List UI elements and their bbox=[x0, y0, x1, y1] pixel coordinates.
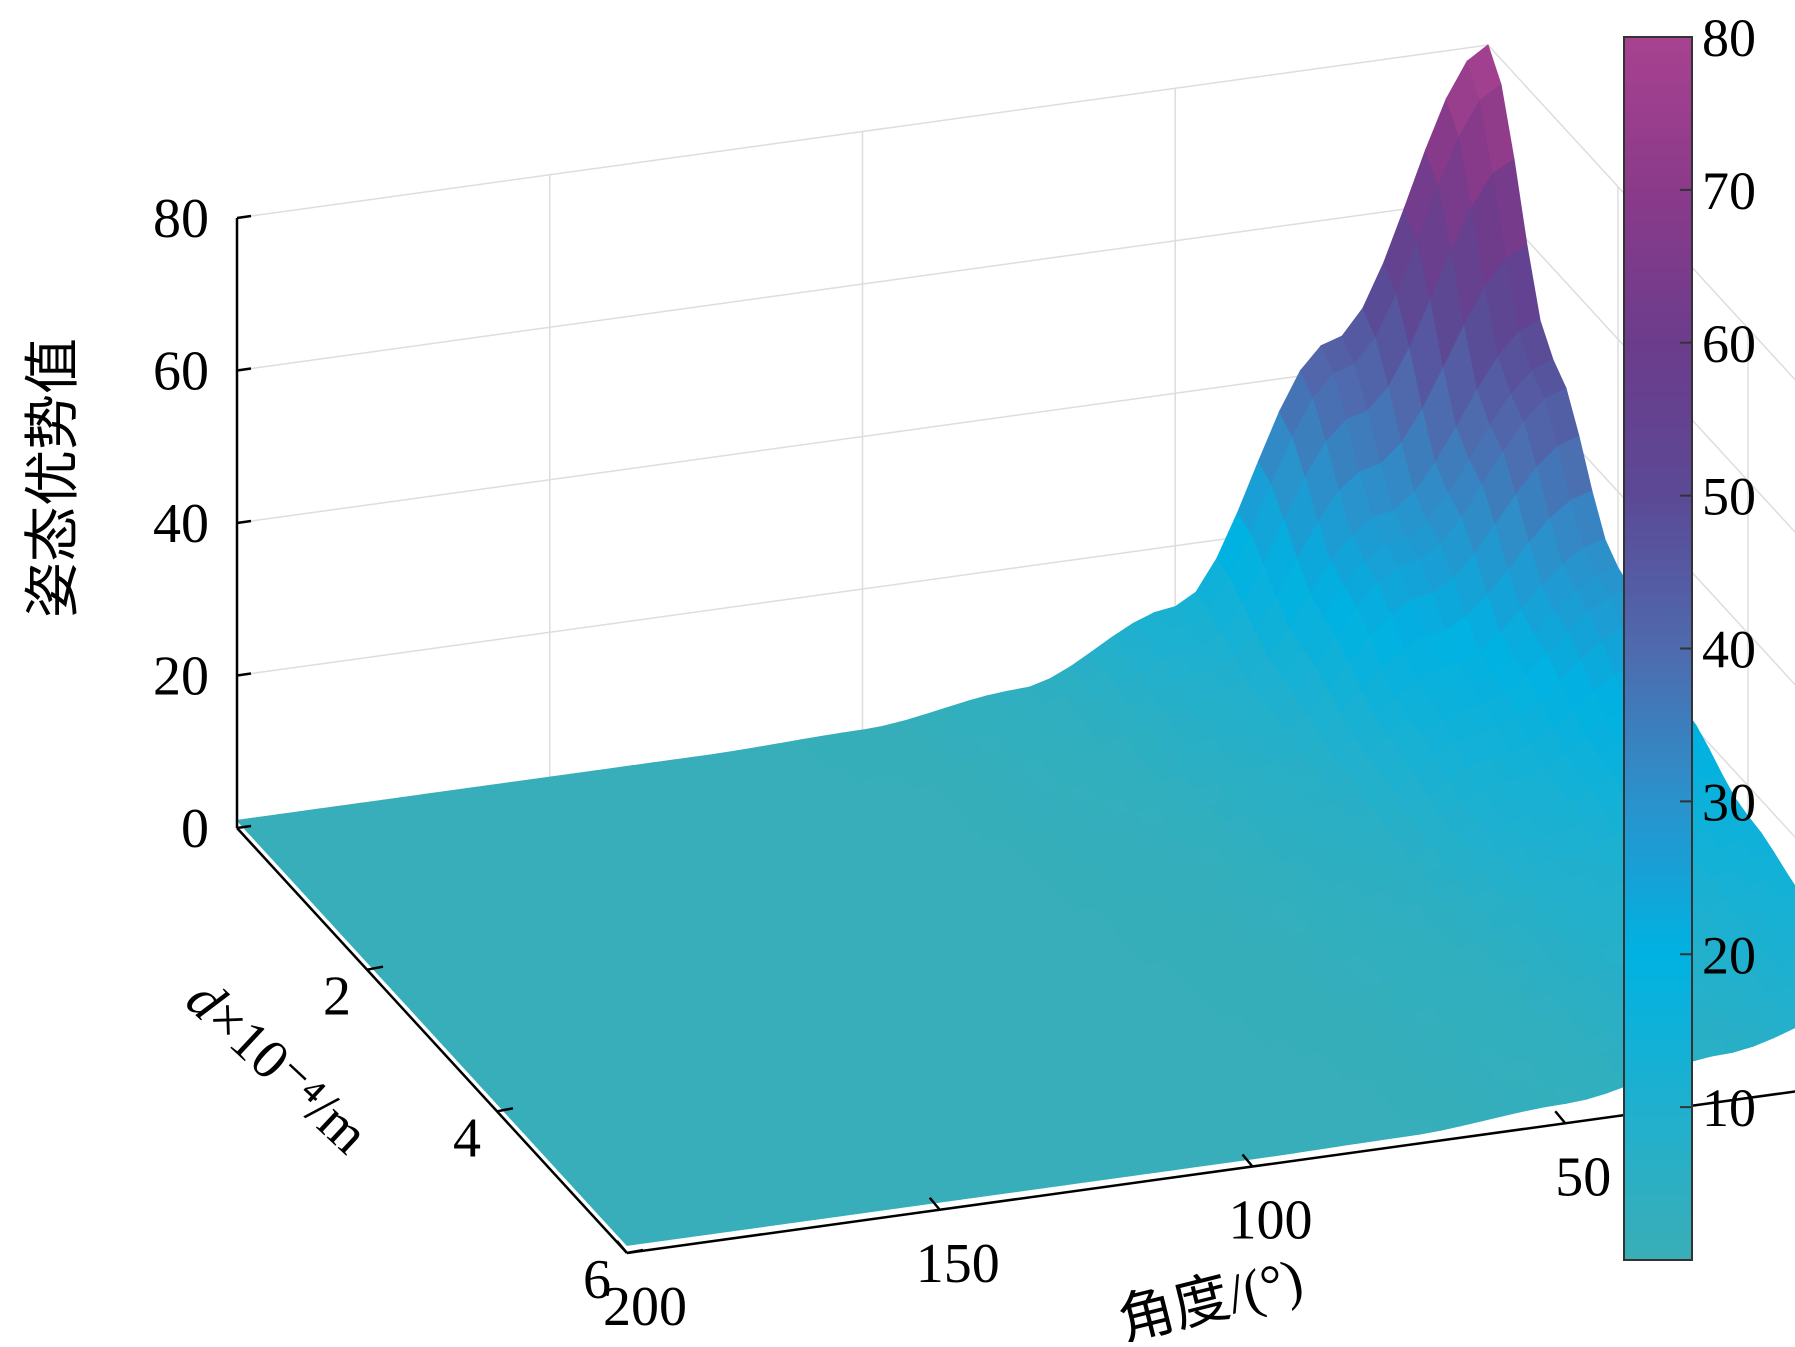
y-tick bbox=[626, 1248, 644, 1255]
x-tick-label: 200 bbox=[603, 1276, 687, 1338]
colorbar-tick-label: 70 bbox=[1702, 161, 1756, 221]
colorbar-tick-label: 50 bbox=[1702, 467, 1756, 527]
surface-patch bbox=[1765, 873, 1795, 900]
x-tick-label: 100 bbox=[1229, 1190, 1313, 1252]
x-tick-label: 50 bbox=[1555, 1146, 1611, 1208]
y-axis-line bbox=[236, 827, 628, 1254]
x-tick-label: 150 bbox=[916, 1233, 1000, 1295]
z-tick-label: 40 bbox=[153, 493, 209, 555]
z-tick bbox=[236, 824, 252, 830]
surface-patch bbox=[1775, 957, 1795, 986]
x-tick bbox=[1241, 1153, 1254, 1168]
y-tick-label: 6 bbox=[583, 1249, 611, 1311]
z-tick bbox=[236, 214, 252, 220]
labels-layer: 020406080246050100150200 bbox=[153, 188, 1611, 1338]
x-axis-title: 角度/(°) bbox=[1112, 1248, 1309, 1342]
surface-layer bbox=[235, 44, 1795, 1246]
y-tick bbox=[366, 965, 384, 971]
x-tick bbox=[1554, 1110, 1567, 1125]
z-tick-label: 80 bbox=[153, 188, 209, 250]
surface-patch bbox=[1770, 914, 1795, 940]
surface-patch bbox=[1778, 894, 1795, 916]
x-tick bbox=[616, 1240, 628, 1254]
colorbar-tick-label: 80 bbox=[1702, 8, 1756, 68]
surface-patch bbox=[1791, 913, 1795, 920]
colorbar-tick-label: 20 bbox=[1702, 925, 1756, 985]
y-axis-title-unit: ×10⁻⁴/m bbox=[195, 987, 380, 1166]
y-tick bbox=[496, 1107, 514, 1113]
z-tick bbox=[236, 672, 252, 677]
surface-patch bbox=[1788, 981, 1795, 993]
z-tick-label: 20 bbox=[153, 646, 209, 708]
surface-patch bbox=[1767, 983, 1795, 1013]
colorbar-tick-label: 40 bbox=[1702, 620, 1756, 680]
z-tick bbox=[236, 367, 252, 372]
colorbar-tick-label: 30 bbox=[1702, 772, 1756, 832]
z-axis-title: 姿态优势值 bbox=[23, 338, 85, 618]
y-tick-label: 4 bbox=[453, 1107, 481, 1169]
surface-patch bbox=[1762, 938, 1795, 968]
colorbar-tick-label: 10 bbox=[1702, 1078, 1756, 1138]
x-tick bbox=[928, 1196, 941, 1211]
surface-patch bbox=[1780, 1005, 1795, 1029]
colorbar: 10 20 30 40 50 60 70 80 bbox=[1623, 8, 1756, 1261]
surface-patch bbox=[1783, 934, 1795, 955]
z-tick-label: 60 bbox=[153, 341, 209, 403]
z-tick-label: 0 bbox=[181, 798, 209, 860]
y-tick-label: 2 bbox=[323, 966, 351, 1028]
z-tick bbox=[236, 519, 252, 525]
colorbar-tick-label: 60 bbox=[1702, 314, 1756, 374]
